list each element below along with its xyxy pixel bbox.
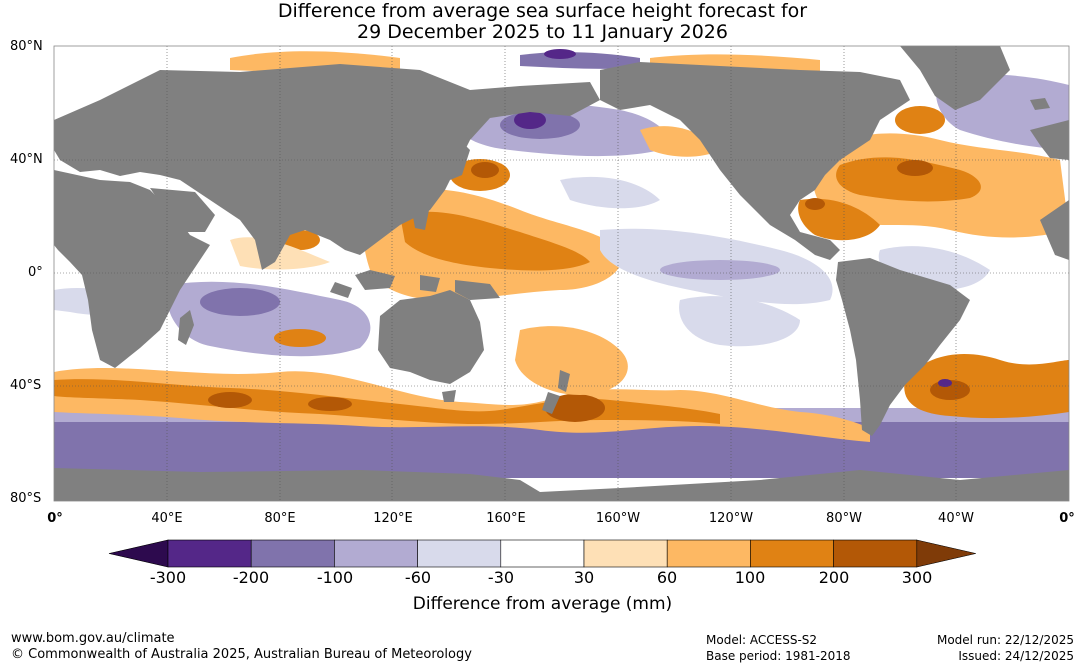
south-indian-high-core bbox=[308, 397, 352, 411]
antarctica-landmass bbox=[54, 468, 1069, 501]
colorbar-label-minus-200: -200 bbox=[232, 568, 270, 587]
sulawesi bbox=[420, 275, 440, 292]
colorbar-title: Difference from average (mm) bbox=[412, 594, 673, 614]
africa-west-edge bbox=[1040, 200, 1069, 260]
colorbar-label-minus-300: -300 bbox=[149, 568, 187, 587]
lat-label-40s: 40°S bbox=[10, 378, 42, 393]
central-north-pacific-low bbox=[560, 176, 660, 209]
lat-label-equator: 0° bbox=[28, 265, 43, 280]
colorbar-segment-6 bbox=[583, 539, 668, 568]
southeast-pacific-low bbox=[679, 296, 800, 347]
lon-label-80e: 80°E bbox=[264, 511, 296, 526]
north-america-landmass bbox=[600, 62, 910, 260]
colorbar-label-30: 30 bbox=[573, 568, 595, 587]
colorbar-label-minus-100: -100 bbox=[316, 568, 354, 587]
colorbar-arrow-low bbox=[108, 539, 169, 568]
equatorial-pacific-low bbox=[660, 260, 780, 280]
kuroshio-high-core bbox=[471, 162, 499, 178]
madagascar bbox=[178, 310, 194, 345]
colorbar-segment-4 bbox=[417, 539, 502, 568]
lon-label-40e: 40°E bbox=[151, 511, 183, 526]
map-area bbox=[54, 46, 1069, 501]
arctic-low-core bbox=[544, 49, 576, 59]
north-pacific-low-core bbox=[514, 111, 546, 129]
lon-label-40w: 40°W bbox=[938, 511, 974, 526]
lon-label-0-right: 0° bbox=[1059, 511, 1075, 526]
lon-label-80w: 80°W bbox=[826, 511, 862, 526]
footer-website[interactable]: www.bom.gov.au/climate bbox=[11, 631, 175, 646]
southern-high-band bbox=[54, 368, 870, 442]
south-atlantic-high bbox=[904, 354, 1069, 419]
gulf-stream-high-core bbox=[897, 160, 933, 176]
colorbar bbox=[108, 539, 976, 568]
philippines bbox=[410, 200, 430, 230]
greenland bbox=[900, 46, 1010, 110]
labrador-sea-high bbox=[895, 106, 945, 134]
footer-copyright: © Commonwealth of Australia 2025, Austra… bbox=[11, 647, 472, 662]
west-pacific-strong-high bbox=[400, 211, 590, 271]
eurasia-landmass bbox=[54, 64, 600, 270]
colorbar-label-100: 100 bbox=[734, 568, 766, 587]
tasman-high-core bbox=[545, 394, 605, 422]
anomaly-layer bbox=[54, 49, 1069, 478]
borneo bbox=[355, 270, 395, 290]
australia-landmass bbox=[378, 290, 484, 384]
colorbar-label-300: 300 bbox=[901, 568, 933, 587]
footer-base-period: Base period: 1981-2018 bbox=[706, 649, 851, 663]
colorbar-label-minus-30: -30 bbox=[487, 568, 515, 587]
south-indian-low-core bbox=[200, 288, 280, 316]
colorbar-segment-3 bbox=[334, 539, 418, 568]
lon-label-120w: 120°W bbox=[708, 511, 754, 526]
europe-west-edge bbox=[1030, 120, 1069, 160]
footer-issued: Issued: 24/12/2025 bbox=[958, 649, 1074, 663]
land-layer bbox=[54, 46, 1069, 501]
map-frame bbox=[53, 45, 1070, 502]
sumatra bbox=[330, 282, 352, 298]
map-title-line-1: Difference from average sea surface heig… bbox=[277, 0, 808, 22]
lat-label-80s: 80°S bbox=[10, 491, 42, 506]
south-pacific-high bbox=[515, 326, 628, 395]
lon-label-160e: 160°E bbox=[486, 511, 526, 526]
gulf-of-alaska-high bbox=[640, 126, 720, 157]
colorbar-arrow-high bbox=[916, 539, 976, 568]
lon-label-0-left: 0° bbox=[47, 511, 63, 526]
colorbar-label-200: 200 bbox=[818, 568, 850, 587]
tasmania bbox=[442, 390, 456, 402]
lon-label-160w: 160°W bbox=[595, 511, 641, 526]
africa-landmass bbox=[54, 170, 210, 368]
new-zealand-south bbox=[542, 392, 560, 414]
graticule bbox=[54, 46, 1069, 501]
colorbar-segment-2 bbox=[250, 539, 335, 568]
gulf-stream-high bbox=[836, 157, 981, 202]
iceland bbox=[1030, 98, 1050, 110]
colorbar-label-60: 60 bbox=[656, 568, 678, 587]
gulf-of-mexico-high-core bbox=[805, 198, 825, 210]
colorbar-segment-1 bbox=[167, 539, 252, 568]
footer-model: Model: ACCESS-S2 bbox=[706, 633, 818, 647]
indian-ocean-high-core bbox=[208, 392, 252, 408]
indian-ocean-high-patch bbox=[274, 329, 326, 347]
colorbar-segment-8 bbox=[750, 539, 834, 568]
arabian-peninsula bbox=[150, 188, 215, 232]
new-zealand-north bbox=[558, 370, 570, 392]
lon-label-120e: 120°E bbox=[373, 511, 413, 526]
colorbar-segment-9 bbox=[833, 539, 918, 568]
lat-label-40n: 40°N bbox=[10, 152, 43, 167]
india bbox=[245, 210, 290, 262]
colorbar-segment-7 bbox=[666, 539, 751, 568]
south-atlantic-low-spot bbox=[938, 379, 952, 387]
lat-label-80n: 80°N bbox=[10, 39, 43, 54]
new-guinea bbox=[455, 280, 500, 300]
south-america-landmass bbox=[836, 258, 970, 436]
map-title-line-2: 29 December 2025 to 11 January 2026 bbox=[357, 21, 728, 43]
colorbar-label-minus-60: -60 bbox=[404, 568, 432, 587]
footer-model-run: Model run: 22/12/2025 bbox=[936, 633, 1074, 647]
colorbar-segment-5 bbox=[500, 539, 585, 568]
